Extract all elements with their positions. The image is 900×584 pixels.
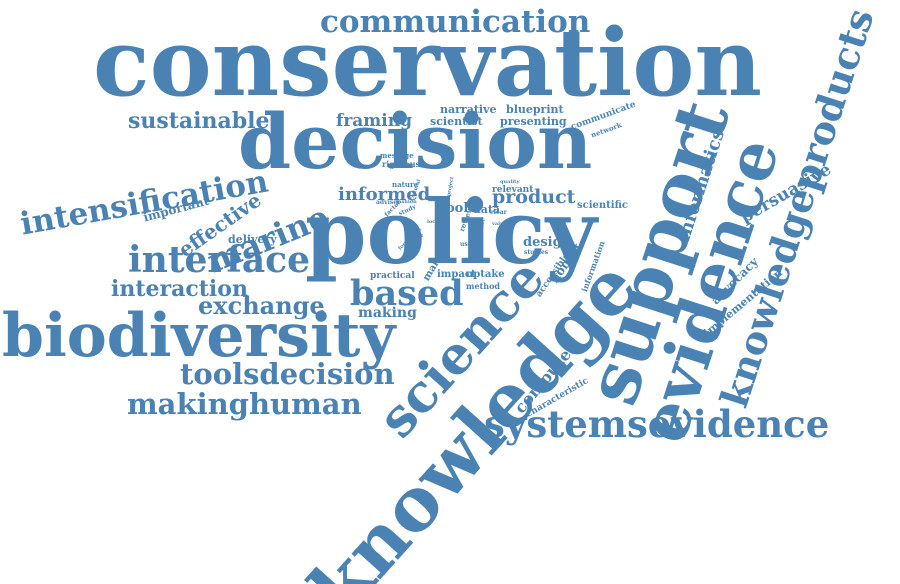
word-quality: quality xyxy=(500,179,520,185)
word-impact: impact xyxy=(437,269,476,280)
word-studies: studies xyxy=(524,249,549,256)
word-method: method xyxy=(466,281,500,291)
word-nature: nature xyxy=(392,180,419,189)
word-systemsevidence: systemsevidence xyxy=(484,402,830,446)
word-narrative: narrative xyxy=(440,103,497,116)
word-sustainable: sustainable xyxy=(128,108,270,134)
word-makinghuman: makinghuman xyxy=(127,387,362,421)
word-exchange: exchange xyxy=(198,291,325,320)
word-policy: policy xyxy=(305,180,597,284)
word-biodiversity: biodiversity xyxy=(2,301,396,371)
word-message: message xyxy=(380,151,414,160)
word-product: product xyxy=(492,186,576,208)
word-local: local xyxy=(427,219,441,225)
word-clear: clear xyxy=(490,209,507,216)
word-presenting: presenting xyxy=(500,115,567,128)
word-scientist: scientist xyxy=(430,115,483,128)
word-impact-small: impact xyxy=(404,233,424,239)
word-rigorous: rigorous xyxy=(382,159,421,169)
word-interface: interface xyxy=(128,239,310,281)
word-uptake: uptake xyxy=(466,269,505,280)
word-interaction: interaction xyxy=(111,276,248,302)
word-informed: informed xyxy=(338,184,431,205)
word-practical: practical xyxy=(370,271,415,281)
word-blueprint: blueprint xyxy=(506,103,564,116)
word-based: based xyxy=(350,273,464,314)
word-data: data xyxy=(473,203,501,216)
word-adviser: adviser xyxy=(376,199,401,206)
word-conservation: conservation xyxy=(93,8,763,117)
word-user: user xyxy=(460,241,475,248)
word-scientific: scientific xyxy=(577,200,628,211)
word-design: design xyxy=(523,235,572,250)
word-communication: communication xyxy=(320,4,591,40)
word-value: value xyxy=(492,221,507,227)
word-making: making xyxy=(358,305,417,321)
word-future: future xyxy=(404,227,422,233)
word-toolsdecision: toolsdecision xyxy=(180,357,395,391)
word-decision: decision xyxy=(238,97,593,186)
word-tool: tool xyxy=(440,201,469,216)
word-fashion: fashion xyxy=(396,199,417,205)
word-framing: framing xyxy=(336,111,412,131)
word-delivery: delivery xyxy=(228,233,277,246)
word-relevant: relevant xyxy=(492,185,534,195)
